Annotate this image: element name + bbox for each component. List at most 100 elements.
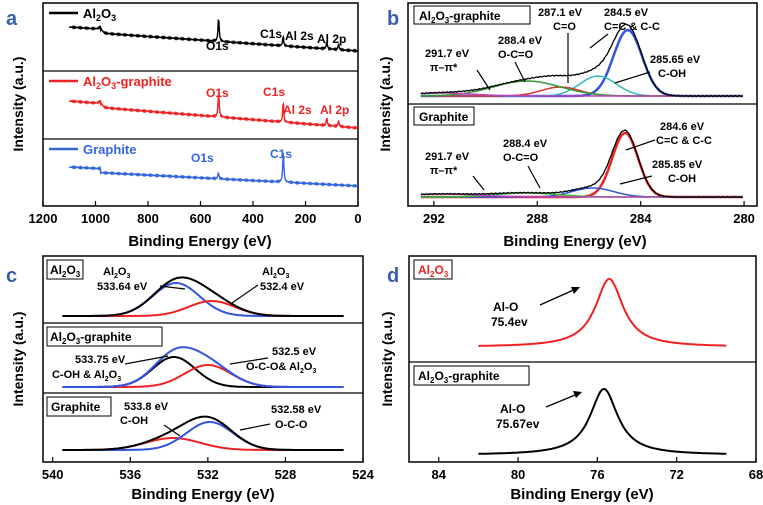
- d-ann-alo-1: Al-O: [493, 300, 518, 314]
- panel-d-title-2: Al2O3-graphite: [418, 369, 500, 385]
- b-ann-2884b-val: 288.4 eV: [503, 138, 548, 150]
- panel-c-title-1: Al2O3: [50, 263, 81, 279]
- b-arrow-5: [476, 69, 491, 91]
- panel-a-legend-al2o3-graphite: Al2O3-graphite: [49, 74, 172, 91]
- raw-envelope: [420, 23, 744, 98]
- panel-b-title-2: Graphite: [419, 110, 469, 124]
- fit-component: [62, 300, 344, 317]
- b-arrow-8: [527, 165, 541, 189]
- panel-d-frame: [408, 255, 757, 463]
- a-ann-c1s-3: C1s: [270, 147, 292, 161]
- x-tick-label: 288: [526, 211, 548, 226]
- d-arrow-2: [545, 392, 581, 408]
- panel-d-title-1: Al2O3: [418, 263, 449, 279]
- d-arrowhead-2: [573, 391, 582, 398]
- c-ann-5338: 533.8 eV: [124, 401, 169, 413]
- c-ann-53375: 533.75 eV: [75, 354, 126, 366]
- legend-text: Al2O3: [83, 6, 116, 23]
- envelope: [62, 415, 344, 451]
- x-tick-label: 1000: [81, 211, 110, 226]
- c-arrow-5: [163, 424, 181, 437]
- b-arrow-9: [472, 175, 485, 191]
- panel-b-title-box-2: [413, 106, 475, 126]
- panel-b-subplot-graphite: [420, 129, 744, 199]
- panel-a-legend-al2o3: Al2O3: [49, 6, 116, 23]
- panel-c-frame: [42, 255, 364, 463]
- panel-a-xlabel: Binding Energy (eV): [128, 233, 271, 250]
- panel-c-subplot-al2o3-graphite: [62, 346, 344, 388]
- d-arrowhead-1: [571, 287, 580, 294]
- panel-d-ticks: 84 80 76 72 68: [432, 457, 763, 482]
- d-ann-754: 75.4ev: [491, 315, 528, 329]
- a-ann-al2s-2: Al 2s: [283, 103, 312, 117]
- panel-b-ylabel: Intensity (a.u.): [377, 57, 393, 152]
- panel-d-xlabel: Binding Energy (eV): [510, 486, 653, 503]
- panel-c-title-3: Graphite: [51, 400, 101, 414]
- c-arrow-2: [231, 284, 259, 304]
- a-ann-c1s-2: C1s: [263, 85, 285, 99]
- a-ann-o1s-1: O1s: [206, 39, 229, 53]
- panel-a-series-graphite: [68, 153, 359, 189]
- b-ann-2917-lbl: π–π*: [430, 62, 458, 74]
- c-ann-al2o3-a: Al2O3: [103, 266, 130, 280]
- b-arrow-7: [619, 175, 653, 185]
- panel-d-ylabel: Intensity (a.u.): [379, 312, 395, 407]
- panel-d-series-al2o3-graphite: [478, 387, 727, 455]
- b-ann-2846-lbl: C=C & C-C: [656, 135, 712, 147]
- panel-c-subplot-graphite: [62, 415, 344, 451]
- panel-a-ylabel: Intensity (a.u.): [10, 57, 26, 152]
- b-ann-2884-lbl: O-C=O: [498, 49, 534, 61]
- b-ann-28565-lbl: C-OH: [658, 68, 686, 80]
- envelope: [62, 346, 344, 388]
- fit-component: [62, 437, 344, 451]
- a-ann-al2s-1: Al 2s: [285, 29, 314, 43]
- panel-d-title-box-1: [413, 259, 453, 280]
- c-ann-53364: 533.64 eV: [97, 281, 148, 293]
- x-tick-label: 68: [749, 467, 763, 482]
- panel-b: b 292 288 284 280 Binding Energy (eV) Inten…: [377, 2, 758, 250]
- panel-c-title-2: Al2O3-graphite: [50, 330, 132, 346]
- b-ann-28565-val: 285.65 eV: [650, 54, 701, 66]
- x-tick-label: 400: [242, 211, 264, 226]
- panel-d-series-al2o3: [478, 277, 727, 347]
- d-ann-7567: 75.67ev: [496, 417, 540, 431]
- b-ann-2871-lbl: C=O: [553, 21, 576, 33]
- panel-c-ticks: 540 536 532 528 524: [42, 457, 375, 482]
- panel-b-subplot-al2o3-graphite: [420, 23, 744, 98]
- panel-c-xlabel: Binding Energy (eV): [131, 486, 274, 503]
- c-arrow-1: [159, 285, 186, 290]
- x-tick-label: 800: [137, 211, 159, 226]
- d-ann-alo-2: Al-O: [500, 402, 525, 416]
- panel-a-series-al2o3-graphite: [68, 94, 359, 130]
- b-ann-2871-val: 287.1 eV: [538, 7, 583, 19]
- panel-a-legend-graphite: Graphite: [49, 142, 136, 157]
- c-ann-5324: 532.4 eV: [260, 281, 305, 293]
- b-ann-28585-val: 285.85 eV: [652, 159, 703, 171]
- b-ann-2845-lbl: C=C & C-C: [604, 21, 660, 33]
- panel-a-letter: a: [6, 8, 18, 30]
- d-arrow-1: [539, 287, 579, 306]
- x-tick-label: 532: [197, 467, 219, 482]
- a-ann-al2p-1: Al 2p: [317, 32, 346, 46]
- panel-c-title-box-3: [46, 396, 112, 417]
- c-ann-oco: O-C-O& Al2O3: [246, 361, 316, 375]
- b-ann-2917-val: 291.7 eV: [425, 48, 470, 60]
- c-arrow-3: [124, 355, 169, 365]
- b-arrow-1: [589, 33, 609, 49]
- panel-a-series-al2o3: [68, 18, 359, 54]
- x-tick-label: 292: [423, 211, 445, 226]
- x-tick-label: 76: [590, 467, 604, 482]
- b-ann-2846-val: 284.6 eV: [660, 121, 705, 133]
- panel-b-xlabel: Binding Energy (eV): [503, 233, 646, 250]
- a-ann-c1s-1: C1s: [260, 27, 282, 41]
- raw-envelope: [420, 129, 744, 199]
- envelope: [62, 276, 344, 317]
- panel-c-title-box-1: [46, 259, 84, 280]
- x-tick-label: 200: [295, 211, 317, 226]
- x-tick-label: 600: [190, 211, 212, 226]
- x-tick-label: 284: [630, 211, 652, 226]
- b-arrow-4: [514, 61, 526, 83]
- legend-text: Al2O3-graphite: [83, 74, 172, 91]
- b-arrow-2: [614, 71, 651, 84]
